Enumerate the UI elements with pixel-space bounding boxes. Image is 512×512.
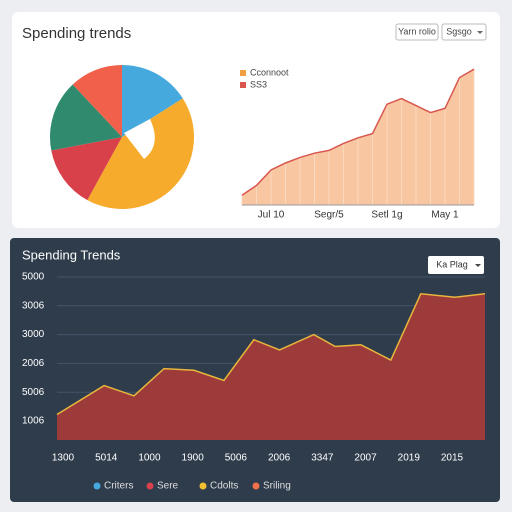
x-tick-label: 2007 [354, 453, 377, 464]
x-tick-label: 1000 [138, 453, 161, 464]
x-tick-label: 3347 [311, 453, 334, 464]
x-tick-label: Segr/5 [314, 210, 344, 221]
x-tick-label: 5014 [95, 453, 118, 464]
x-tick-label: 5006 [225, 453, 248, 464]
y-tick-label: 3000 [22, 329, 45, 340]
x-tick-label: 1300 [52, 453, 75, 464]
legend-label: Criters [104, 481, 133, 492]
area-fill [57, 293, 485, 440]
legend-swatch [199, 482, 207, 490]
x-tick-label: 1900 [182, 453, 205, 464]
x-tick-label: May 1 [431, 210, 459, 221]
legend-label: Sriling [263, 481, 291, 492]
legend-label: SS3 [250, 79, 267, 89]
y-tick-label: 5000 [22, 272, 45, 283]
y-tick-label: 2006 [22, 358, 45, 369]
dropdown[interactable] [428, 256, 484, 274]
y-tick-label: 3006 [22, 300, 45, 311]
x-tick-label: 2015 [441, 453, 464, 464]
title: Spending trends [22, 25, 131, 42]
x-tick-label: Jul 10 [258, 210, 285, 221]
dropdown-arrow [475, 264, 481, 267]
pie-slice [122, 65, 183, 137]
button-label: Yarn rolio [398, 26, 436, 36]
x-tick-label: 2006 [268, 453, 291, 464]
pie-cutout [124, 119, 155, 159]
legend-swatch [146, 482, 154, 490]
x-tick-label: 2019 [398, 453, 421, 464]
chart-title: Spending Trends [22, 247, 121, 262]
legend-swatch [252, 482, 260, 490]
legend-label: Cconnoot [250, 67, 289, 77]
dropdown-arrow [477, 31, 483, 34]
dropdown-label: Sgsgo [446, 26, 472, 36]
x-tick-label: Setl 1g [371, 210, 402, 221]
dropdown[interactable] [441, 23, 487, 41]
pie-slice [72, 65, 122, 137]
dropdown-label: Ka Plag [436, 259, 468, 269]
legend-swatch [93, 482, 101, 490]
legend-label: Sere [157, 481, 179, 492]
line [56, 293, 486, 416]
legend-swatch [240, 70, 246, 76]
button[interactable] [395, 23, 439, 41]
line [241, 68, 475, 196]
pie-slice [50, 84, 122, 151]
legend-swatch [240, 82, 246, 88]
y-tick-label: 5006 [22, 387, 45, 398]
y-tick-label: 1006 [22, 416, 45, 427]
pie-slice [51, 137, 123, 201]
legend-label: Cdolts [210, 481, 238, 492]
